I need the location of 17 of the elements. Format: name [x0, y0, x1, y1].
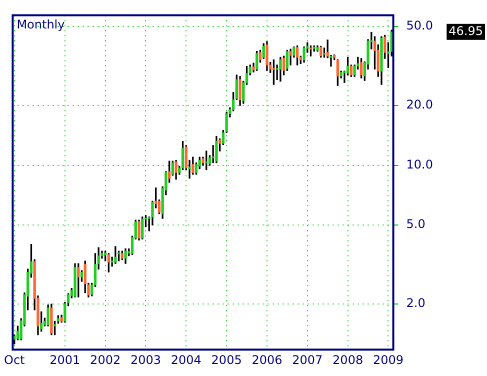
text: 46.95	[448, 24, 484, 38]
y-tick-label: 20.0	[406, 98, 433, 112]
y-tick-label: 10.0	[406, 157, 433, 172]
x-tick-label: 2006	[252, 352, 282, 367]
x-tick-label: 2007	[292, 352, 323, 367]
x-tick-label: 2002	[90, 352, 121, 367]
x-tick-label: 2008	[332, 352, 364, 367]
x-tick-label: 2005	[211, 352, 242, 367]
y-tick-label: 5.0	[406, 217, 426, 232]
x-tick-label: 2003	[130, 352, 162, 367]
y-tick-label: 50.0	[406, 18, 433, 33]
y-tick-label: 2.0	[406, 296, 426, 310]
x-tick-label: 2009	[372, 352, 404, 367]
x-tick-label: Oct	[4, 352, 26, 367]
chart-title: Monthly	[16, 17, 65, 32]
x-tick-label: 2001	[50, 352, 80, 367]
x-tick-label: 2004	[170, 352, 202, 367]
